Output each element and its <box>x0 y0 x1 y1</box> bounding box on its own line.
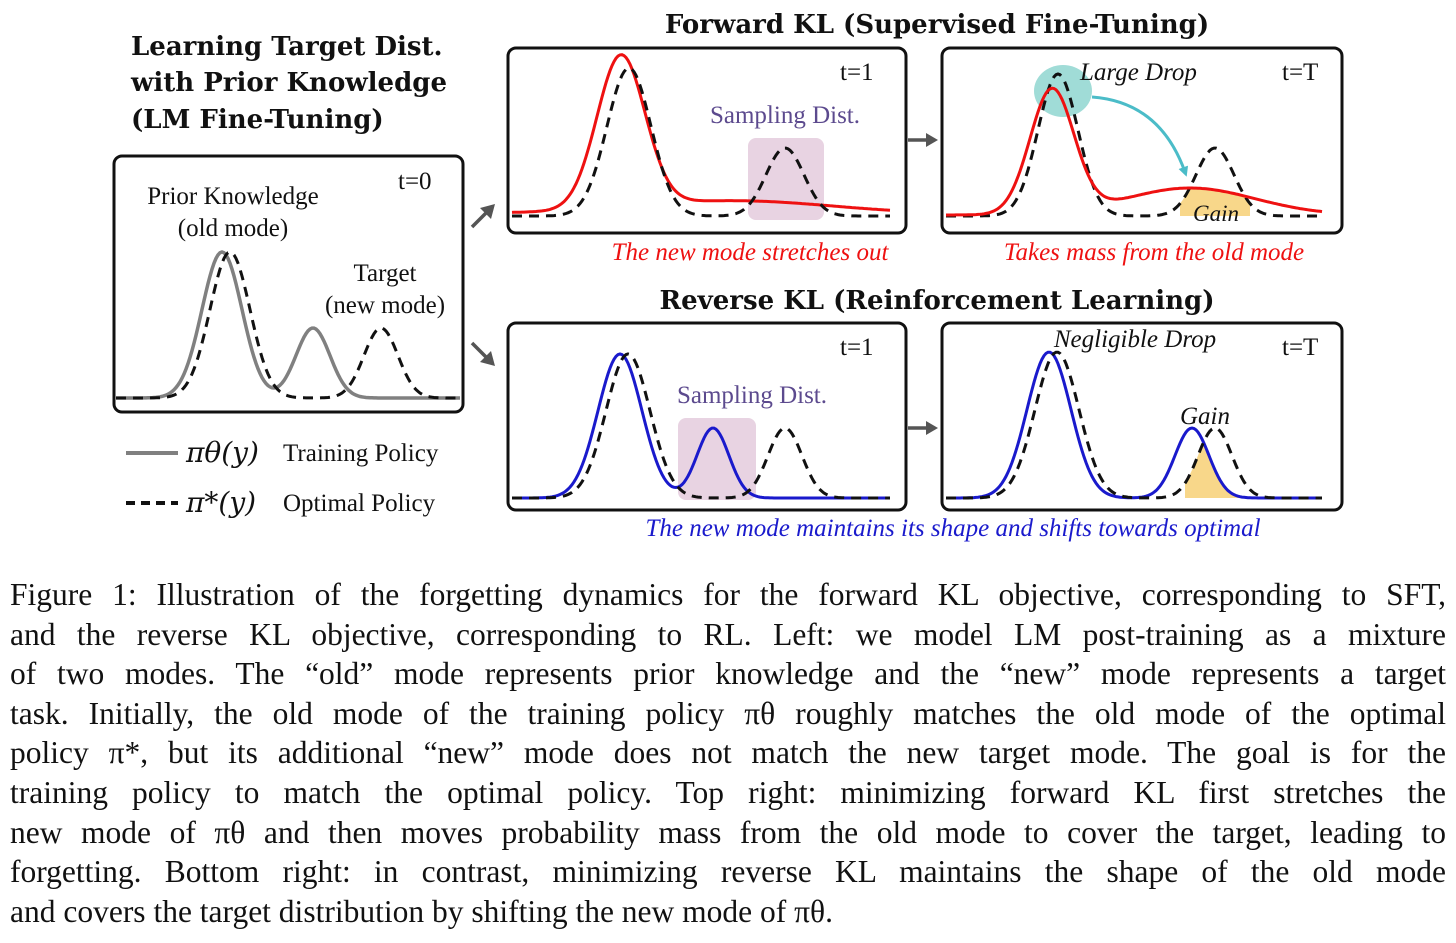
negligible-drop-label: Negligible Drop <box>1053 326 1216 353</box>
arrow-reverse-t1-tT-head <box>926 421 938 435</box>
left-panel: Learning Target Dist. with Prior Knowled… <box>112 32 465 519</box>
arrow-to-forward-head <box>480 204 495 219</box>
forward-title: Forward KL (Supervised Fine-Tuning) <box>665 10 1209 40</box>
caption-line-6: training policy to match the optimal pol… <box>10 774 1446 810</box>
prior-label-line-1: Prior Knowledge <box>147 183 319 210</box>
caption-line-8: forgetting. Bottom right: in contrast, m… <box>10 854 1446 890</box>
reverse-t1-training-curve <box>512 352 890 500</box>
left-optimal-policy-curve <box>116 250 460 400</box>
forward-tT-time: t=T <box>1282 59 1318 86</box>
arrow-forward-t1-tT-head <box>926 133 938 147</box>
forward-t1-time: t=1 <box>840 59 874 86</box>
large-drop-label: Large Drop <box>1079 59 1197 86</box>
caption-line-9: and covers the target distribution by sh… <box>10 893 833 929</box>
reverse-title: Reverse KL (Reinforcement Learning) <box>659 286 1214 316</box>
forward-t1-training-curve <box>511 53 891 214</box>
reverse-tT-optimal-curve <box>946 350 1322 500</box>
reverse-tT-training-curve <box>946 350 1322 500</box>
legend-training-text: Training Policy <box>283 440 439 467</box>
caption-line-1: Figure 1: Illustration of the forgetting… <box>10 577 1446 612</box>
forward-tT-box <box>940 46 1344 235</box>
figure-caption: Figure 1: Illustration of the forgetting… <box>10 575 1446 931</box>
reverse-t1-time: t=1 <box>840 334 874 361</box>
left-training-policy-curve <box>116 250 460 400</box>
forward-tT-note: Takes mass from the old mode <box>1004 239 1304 266</box>
target-label-line-1: Target <box>353 260 416 287</box>
reverse-tT-box <box>940 321 1344 512</box>
connector-arrows <box>470 133 938 435</box>
reverse-gain-label: Gain <box>1180 403 1230 430</box>
target-label-line-2: (new mode) <box>325 292 445 319</box>
mass-transfer-arrow <box>1091 95 1189 177</box>
reverse-sampling-label: Sampling Dist. <box>677 382 827 409</box>
caption-line-7: new mode of πθ and then moves probabilit… <box>10 814 1446 850</box>
forward-t1-optimal-curve <box>512 66 890 218</box>
forward-gain-fill <box>1180 188 1250 216</box>
forward-gain-label: Gain <box>1193 201 1239 226</box>
reverse-note: The new mode maintains its shape and shi… <box>645 515 1260 542</box>
left-time-label: t=0 <box>398 168 432 195</box>
caption-line-3: of two modes. The “old” mode represents … <box>10 656 1446 692</box>
arrow-to-reverse-head <box>480 351 495 366</box>
forward-sampling-label: Sampling Dist. <box>710 102 860 129</box>
forward-tT-training-curve <box>946 86 1323 217</box>
reverse-t1-optimal-curve <box>512 352 890 500</box>
forward-kl-section: Forward KL (Supervised Fine-Tuning) Samp… <box>506 10 1344 266</box>
figure-diagram: Learning Target Dist. with Prior Knowled… <box>112 10 1344 542</box>
reverse-kl-section: Reverse KL (Reinforcement Learning) Samp… <box>506 286 1344 542</box>
arrow-to-reverse <box>470 341 489 360</box>
caption-line-2: and the reverse KL objective, correspond… <box>10 616 1446 652</box>
forward-tT-optimal-curve <box>946 72 1322 218</box>
caption-line-4: task. Initially, the old mode of the tra… <box>10 695 1446 731</box>
reverse-t1-box <box>506 321 908 512</box>
left-panel-box <box>112 154 465 414</box>
prior-label-line-2: (old mode) <box>178 215 288 242</box>
legend-optimal-text: Optimal Policy <box>283 490 436 517</box>
legend-optimal-symbol: π*(y) <box>185 486 256 519</box>
forward-t1-note: The new mode stretches out <box>612 239 890 266</box>
reverse-gain-fill <box>1185 443 1250 498</box>
forward-t1-box <box>506 46 908 235</box>
caption-line-5: policy π*, but its additional “new” mode… <box>10 735 1446 771</box>
left-title-line-2: with Prior Knowledge <box>130 68 447 98</box>
legend-training-symbol: πθ(y) <box>185 436 259 469</box>
left-title-line-3: (LM Fine-Tuning) <box>131 105 384 135</box>
large-drop-circle <box>1034 65 1092 117</box>
arrow-to-forward <box>470 210 489 229</box>
left-title-line-1: Learning Target Dist. <box>131 32 443 62</box>
forward-sampling-box <box>748 138 824 220</box>
reverse-tT-time: t=T <box>1282 334 1318 361</box>
reverse-sampling-box <box>678 418 756 500</box>
